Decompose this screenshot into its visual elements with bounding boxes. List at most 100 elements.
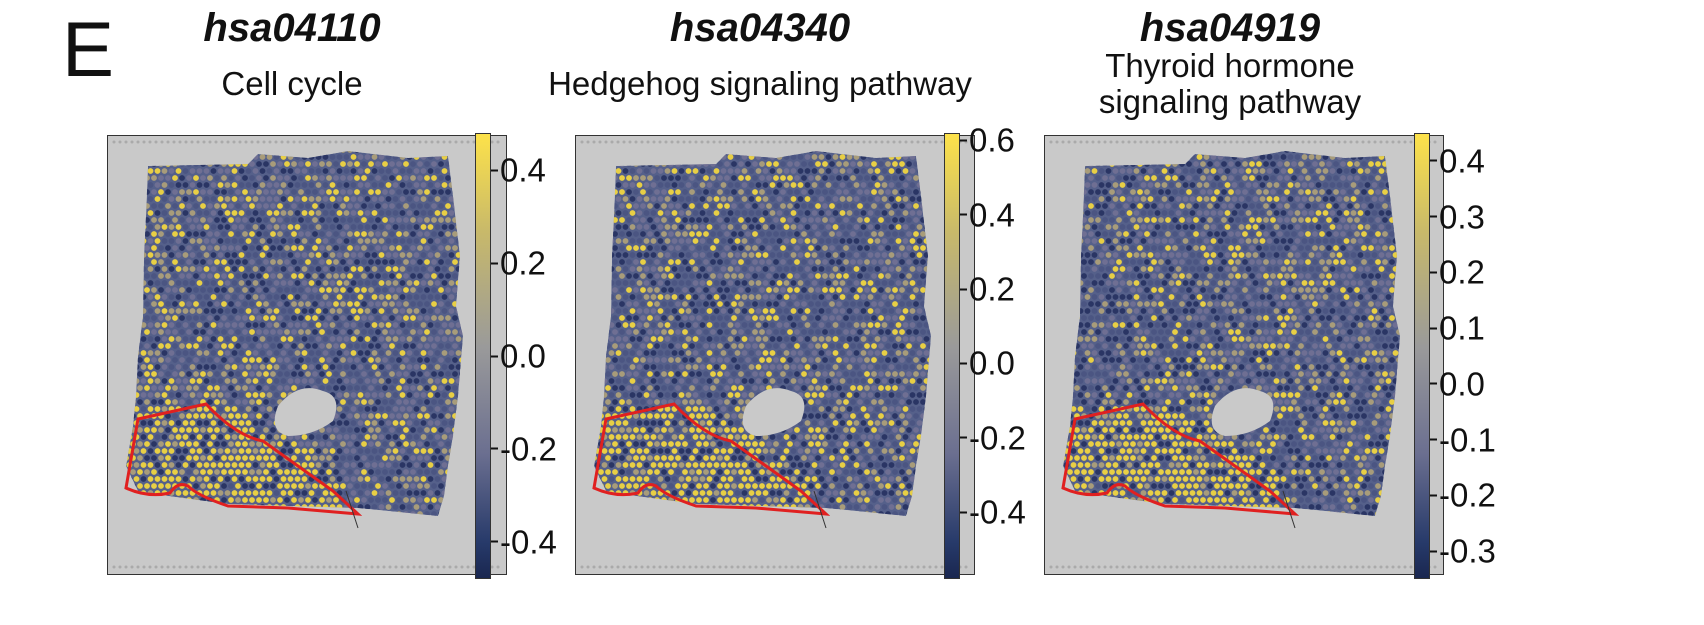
spot bbox=[612, 357, 618, 363]
spot bbox=[165, 469, 171, 475]
frame-dot bbox=[472, 140, 476, 144]
spot bbox=[315, 322, 322, 328]
spot bbox=[375, 441, 381, 447]
spot bbox=[455, 322, 462, 328]
spot bbox=[354, 399, 360, 405]
spot bbox=[249, 287, 255, 293]
spot bbox=[308, 434, 315, 440]
spot bbox=[179, 469, 185, 475]
spot bbox=[745, 371, 751, 377]
frame-dot bbox=[652, 565, 656, 569]
spot bbox=[298, 301, 304, 307]
frame-dot bbox=[184, 140, 188, 144]
frame-dot bbox=[208, 565, 212, 569]
spot bbox=[452, 245, 458, 251]
spot bbox=[371, 448, 378, 454]
spot bbox=[874, 280, 881, 286]
spot bbox=[147, 280, 154, 286]
spot bbox=[389, 469, 395, 475]
frame-dot bbox=[580, 565, 584, 569]
spot bbox=[776, 336, 783, 342]
frame-dot bbox=[202, 140, 206, 144]
spot bbox=[759, 175, 765, 181]
spot bbox=[413, 238, 420, 244]
spot bbox=[182, 280, 189, 286]
spot bbox=[916, 280, 923, 286]
spot bbox=[682, 371, 688, 377]
spot bbox=[252, 266, 259, 272]
spot bbox=[217, 266, 224, 272]
spot bbox=[228, 357, 234, 363]
spot bbox=[766, 189, 772, 195]
frame-dot bbox=[430, 140, 434, 144]
spot bbox=[881, 392, 888, 398]
spot bbox=[270, 259, 276, 265]
spot bbox=[762, 252, 769, 258]
spot bbox=[881, 336, 888, 342]
frame-dot bbox=[808, 140, 812, 144]
spot bbox=[193, 483, 199, 489]
spot bbox=[399, 448, 406, 454]
spot bbox=[741, 378, 748, 384]
spot bbox=[818, 210, 825, 216]
spot bbox=[615, 392, 622, 398]
spot bbox=[452, 315, 458, 321]
spot bbox=[182, 392, 189, 398]
spot bbox=[354, 343, 360, 349]
spot bbox=[888, 392, 895, 398]
tissue-edge-line bbox=[345, 490, 359, 529]
spot bbox=[186, 189, 192, 195]
spot bbox=[431, 399, 437, 405]
spot bbox=[752, 231, 758, 237]
frame-dot bbox=[736, 565, 740, 569]
spot bbox=[301, 294, 308, 300]
spot bbox=[431, 483, 437, 489]
spot bbox=[165, 315, 171, 321]
spot bbox=[706, 420, 713, 426]
spot bbox=[448, 224, 455, 230]
spot bbox=[315, 378, 322, 384]
spot bbox=[685, 210, 692, 216]
spot bbox=[231, 336, 238, 342]
spot bbox=[350, 252, 357, 258]
spot bbox=[263, 497, 269, 503]
spot bbox=[734, 308, 741, 314]
spot bbox=[172, 469, 178, 475]
spot bbox=[636, 420, 643, 426]
spot bbox=[720, 266, 727, 272]
spot bbox=[745, 161, 751, 167]
spot bbox=[203, 238, 210, 244]
frame-dot bbox=[472, 565, 476, 569]
spot bbox=[755, 182, 762, 188]
spot bbox=[748, 266, 755, 272]
spot bbox=[266, 252, 273, 258]
spot bbox=[308, 280, 315, 286]
spot bbox=[144, 245, 150, 251]
spot bbox=[350, 462, 357, 468]
spot bbox=[878, 175, 884, 181]
spot bbox=[920, 343, 926, 349]
spot bbox=[347, 413, 353, 419]
spot bbox=[832, 252, 839, 258]
spot bbox=[403, 413, 409, 419]
spot bbox=[839, 392, 846, 398]
spot bbox=[636, 280, 643, 286]
spot bbox=[846, 224, 853, 230]
spot bbox=[699, 350, 706, 356]
spot bbox=[797, 364, 804, 370]
spot bbox=[308, 322, 315, 328]
spot bbox=[717, 287, 723, 293]
spot bbox=[245, 462, 252, 468]
spot bbox=[196, 168, 203, 174]
spot bbox=[452, 385, 458, 391]
spot bbox=[832, 378, 839, 384]
spot bbox=[759, 273, 765, 279]
spot bbox=[445, 301, 451, 307]
frame-dot bbox=[622, 565, 626, 569]
spot bbox=[783, 336, 790, 342]
spot bbox=[175, 434, 182, 440]
spot bbox=[259, 378, 266, 384]
spot bbox=[822, 287, 828, 293]
spot bbox=[315, 238, 322, 244]
spot bbox=[221, 301, 227, 307]
